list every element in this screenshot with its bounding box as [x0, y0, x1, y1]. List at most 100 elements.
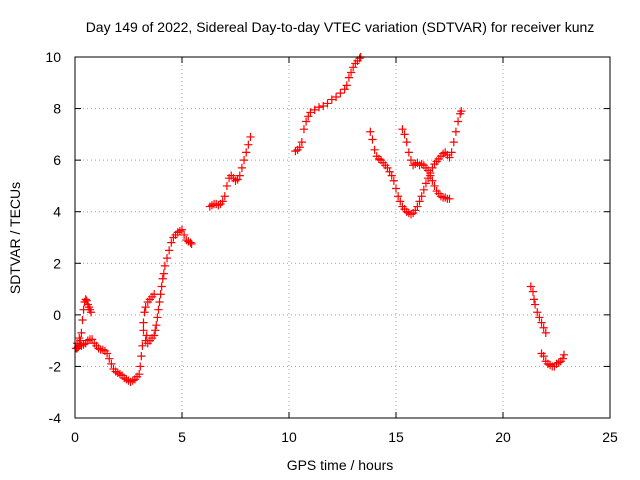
- data-point: [156, 290, 165, 299]
- data-series: [139, 290, 159, 327]
- data-series: [398, 125, 454, 203]
- data-point: [323, 99, 332, 108]
- data-point: [139, 326, 148, 335]
- data-point: [424, 166, 433, 175]
- data-point: [421, 179, 431, 188]
- data-point: [237, 163, 247, 172]
- data-point: [77, 328, 86, 338]
- data-point: [180, 230, 189, 240]
- data-point: [355, 54, 364, 63]
- data-series: [205, 132, 255, 211]
- data-point: [319, 101, 328, 111]
- x-tick-label: 5: [178, 429, 186, 445]
- data-series: [526, 282, 550, 338]
- data-point: [154, 305, 163, 314]
- data-point: [387, 171, 396, 180]
- data-point: [244, 140, 253, 149]
- data-point: [155, 297, 164, 307]
- data-point: [107, 359, 116, 368]
- data-point: [346, 68, 356, 77]
- data-point: [86, 308, 96, 317]
- x-tick-label: 0: [71, 429, 79, 445]
- data-point: [368, 135, 377, 144]
- data-point: [457, 107, 466, 116]
- data-point: [559, 350, 569, 359]
- data-point: [297, 137, 306, 147]
- data-point: [331, 92, 341, 102]
- data-point: [447, 148, 456, 157]
- data-point: [451, 127, 461, 136]
- data-series: [537, 349, 569, 371]
- data-point: [187, 239, 196, 249]
- data-point: [177, 225, 187, 234]
- x-tick-label: 10: [281, 429, 297, 445]
- data-point: [539, 323, 548, 332]
- y-tick-label: 4: [53, 204, 61, 220]
- data-point: [74, 342, 83, 352]
- data-point: [533, 308, 542, 317]
- data-point: [239, 156, 249, 165]
- data-point: [152, 321, 161, 330]
- data-point: [222, 181, 232, 191]
- data-point: [535, 313, 544, 322]
- y-tick-label: 8: [53, 101, 61, 117]
- data-point: [400, 130, 409, 139]
- data-series: [366, 107, 466, 219]
- data-point: [141, 303, 150, 312]
- data-point: [404, 148, 413, 157]
- data-point: [142, 331, 151, 340]
- data-point: [302, 117, 311, 126]
- data-point: [82, 296, 91, 305]
- plot-frame: [74, 56, 611, 419]
- data-point: [526, 282, 535, 291]
- x-tick-label: 25: [602, 429, 618, 445]
- data-point: [406, 156, 416, 165]
- data-point: [428, 176, 437, 185]
- data-point: [336, 89, 345, 98]
- x-tick-label: 15: [388, 429, 404, 445]
- data-point: [413, 202, 422, 211]
- data-point: [391, 184, 401, 193]
- data-point: [295, 143, 304, 152]
- grid: [75, 57, 610, 418]
- data-series: [291, 52, 365, 156]
- data-point: [81, 295, 90, 304]
- data-point: [445, 194, 454, 203]
- data-point: [186, 238, 195, 247]
- data-point: [389, 176, 398, 185]
- data-point: [398, 125, 407, 134]
- data-point: [153, 313, 162, 322]
- chart-title: Day 149 of 2022, Sidereal Day-to-day VTE…: [86, 19, 595, 35]
- y-tick-label: 0: [53, 307, 61, 323]
- axis-ticks: 0 5 10 15 20 25 -4 -2 0 2 4 6 8 10: [45, 49, 618, 445]
- data-point: [415, 197, 424, 206]
- data-point: [242, 148, 251, 157]
- data-point: [137, 352, 146, 361]
- y-tick-label: 10: [45, 49, 61, 65]
- data-point: [140, 308, 149, 317]
- data-point: [306, 108, 315, 117]
- data-point: [417, 192, 426, 201]
- data-point: [541, 328, 550, 338]
- data-point: [394, 192, 403, 201]
- data-point: [426, 171, 435, 180]
- data-point: [139, 318, 148, 327]
- data-point: [310, 105, 319, 114]
- data-point: [537, 318, 546, 327]
- data-point: [539, 352, 548, 361]
- data-point: [158, 274, 167, 283]
- data-point: [531, 300, 540, 309]
- data-point: [314, 103, 324, 112]
- data-point: [396, 197, 405, 206]
- data-point: [76, 336, 85, 345]
- data-point: [151, 326, 160, 335]
- data-point: [135, 370, 144, 379]
- data-point: [246, 132, 255, 142]
- y-tick-label: 2: [53, 255, 61, 271]
- data-point: [165, 246, 174, 255]
- data-point: [103, 349, 112, 358]
- data-point: [138, 341, 147, 350]
- data-point: [157, 282, 166, 291]
- data-point: [150, 331, 159, 340]
- data-point: [299, 125, 309, 134]
